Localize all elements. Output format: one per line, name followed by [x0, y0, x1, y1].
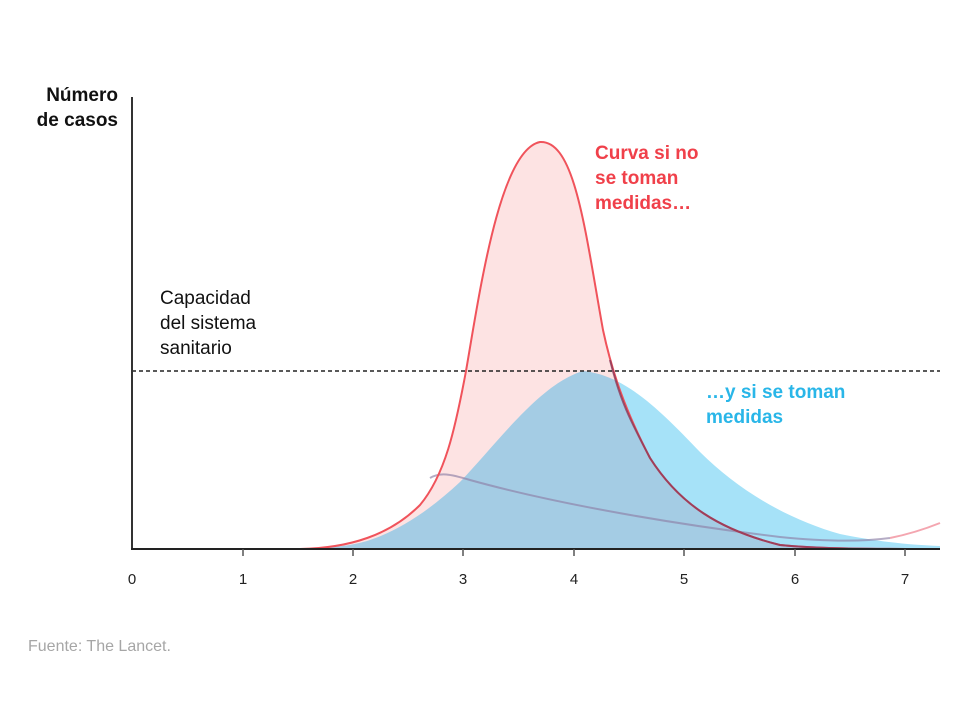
- flattened-curve-annotation: …y si se toman medidas: [706, 380, 845, 430]
- faint-trend-line-tail: [889, 522, 941, 539]
- y-axis-label-line: Número: [46, 85, 118, 106]
- unmitigated-curve-area: [132, 141, 940, 549]
- y-axis-label: Número de casos: [20, 83, 118, 133]
- capacity-annotation: Capacidad del sistema sanitario: [160, 286, 256, 361]
- unmitigated-annotation-line: medidas…: [595, 193, 692, 214]
- y-axis-label-line: de casos: [36, 110, 118, 131]
- tick-label: 2: [349, 571, 357, 588]
- flattened-annotation-line: …y si se toman: [706, 382, 846, 403]
- tick-label: 5: [680, 571, 688, 588]
- capacity-annotation-line: del sistema: [160, 313, 257, 334]
- capacity-annotation-line: Capacidad: [160, 288, 251, 309]
- tick-label: 1: [239, 571, 247, 588]
- flattened-annotation-line: medidas: [706, 407, 784, 428]
- faint-trend-line: [429, 473, 891, 542]
- unmitigated-annotation-line: se toman: [595, 168, 679, 189]
- tick-label: 7: [901, 571, 909, 588]
- tick-label: 6: [791, 571, 799, 588]
- source-note: Fuente: The Lancet.: [28, 638, 171, 655]
- tick-label: 3: [459, 571, 467, 588]
- unmitigated-curve-annotation: Curva si no se toman medidas…: [595, 141, 698, 216]
- unmitigated-annotation-line: Curva si no: [595, 143, 699, 164]
- tick-label: 0: [128, 571, 136, 588]
- capacity-annotation-line: sanitario: [160, 338, 232, 359]
- x-tick-labels: 0 1 2 3 4 5 6 7: [128, 571, 909, 588]
- x-ticks: [242, 549, 906, 556]
- tick-label: 4: [570, 571, 578, 588]
